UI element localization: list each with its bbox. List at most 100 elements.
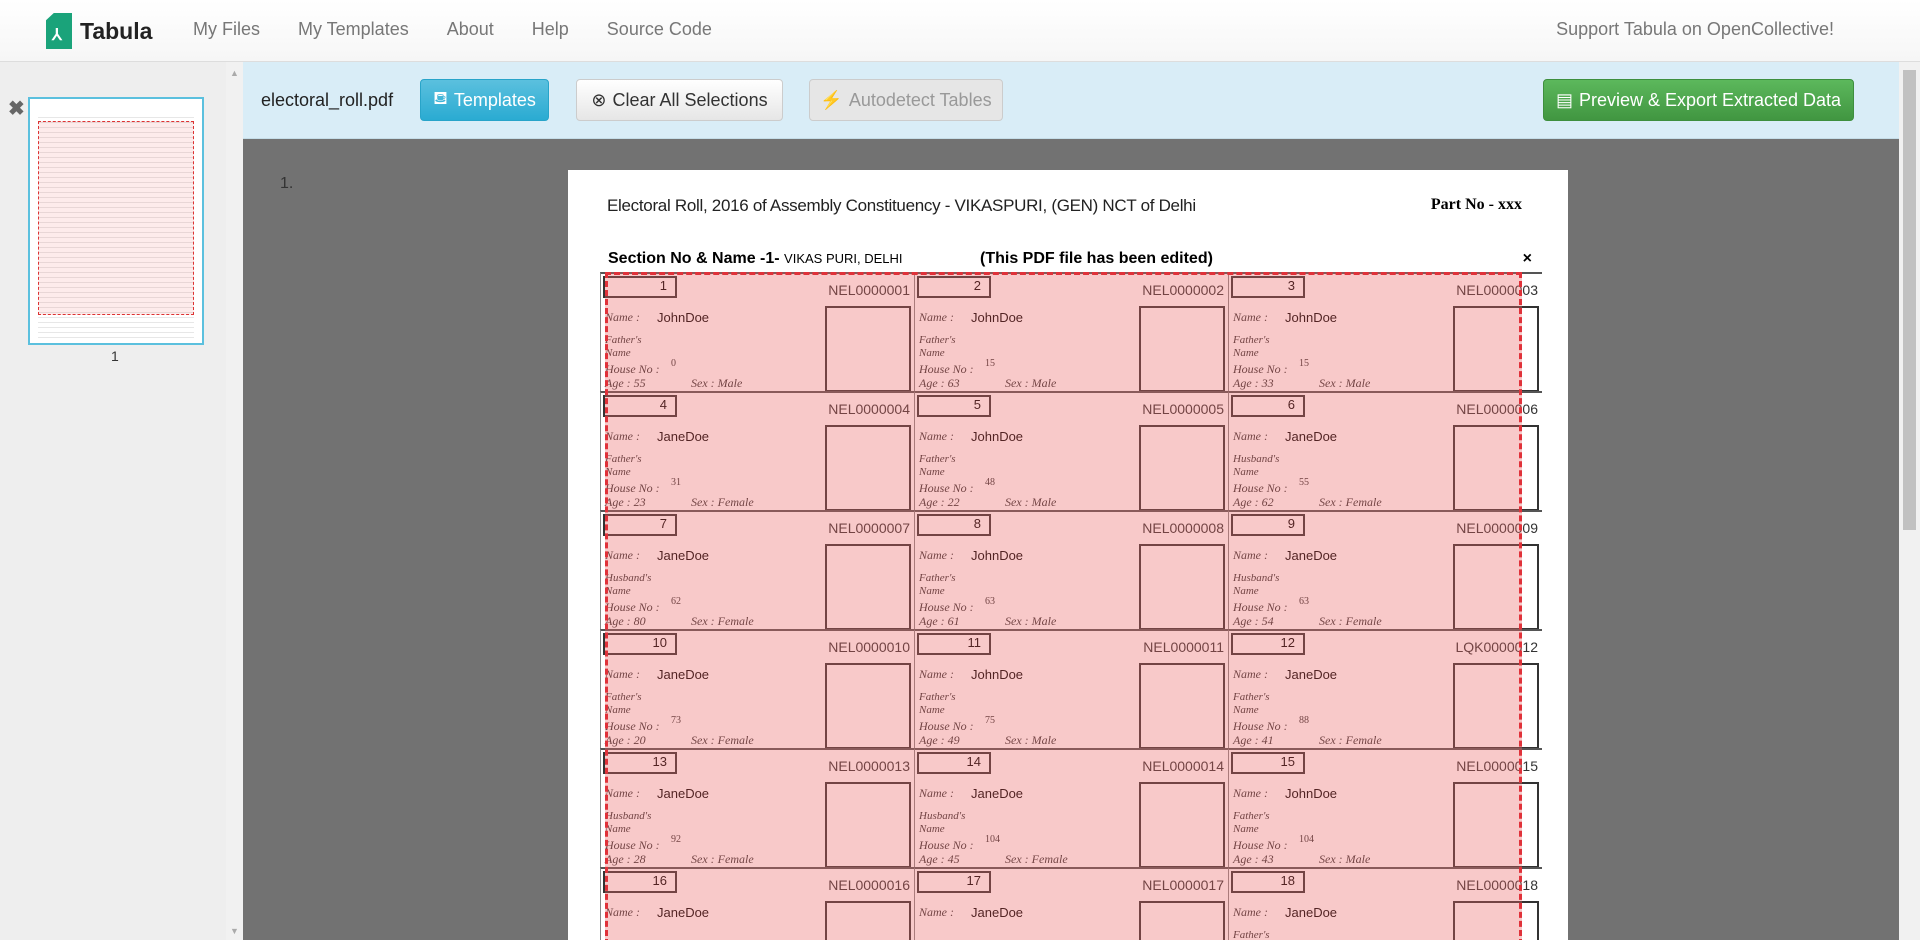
voter-name: JohnDoe [971,548,1024,563]
page-close-mark: × [1522,250,1532,267]
table-selection[interactable] [605,272,1522,940]
voter-card: 10 NEL0000010 Name : JaneDoe Father's Nam… [600,629,914,749]
voter-name: JaneDoe [657,667,710,682]
brand-name: Tabula [80,17,153,44]
clear-all-selections-button[interactable]: ⊗ Clear All Selections [576,79,783,121]
preview-export-button[interactable]: ▤ Preview & Export Extracted Data [1543,79,1854,121]
voter-id: NEL0000001 [828,282,910,298]
voter-name: JaneDoe [1285,667,1338,682]
name-label: Name : [1233,548,1268,562]
serial-number: 12 [1231,633,1305,655]
navbar: ⅄ Tabula My Files My Templates About Help… [0,0,1920,62]
voter-card: 13 NEL0000013 Name : JaneDoe Husband's Na… [600,748,914,868]
serial-number: 13 [603,752,677,774]
voter-name: JaneDoe [657,548,710,563]
page-number: 1. [280,175,294,192]
nav-my-files[interactable]: My Files [193,19,260,39]
remove-page-icon[interactable]: ✖ [8,98,25,120]
part-number: Part No - xxx [1430,196,1522,213]
thumbnail-selection [38,121,194,315]
relation-name-label: Name [1233,466,1259,478]
nav-about[interactable]: About [446,19,494,39]
relation-name-label: Name [1233,704,1259,716]
house-number: 31 [671,477,681,488]
serial-number: 18 [1231,871,1305,893]
sex-label: Sex : Male [1005,376,1057,390]
age-label: Age : 49 [919,733,960,747]
pdf-page[interactable]: Electoral Roll, 2016 of Assembly Constit… [568,170,1568,940]
voter-id: NEL0000007 [828,520,910,536]
voter-card: 15 NEL0000015 Name : JohnDoe Father's Nam… [1228,748,1542,868]
voter-name: JohnDoe [971,429,1024,444]
thumbnail-page-number: 1 [111,348,119,364]
name-label: Name : [1233,667,1268,681]
house-number: 63 [1299,596,1309,607]
age-label: Age : 23 [605,495,646,509]
voter-card: 8 NEL0000008 Name : JohnDoe Father's Name… [914,510,1228,630]
relation-label: Father's [605,453,642,465]
sex-label: Sex : Male [691,376,743,390]
sex-label: Sex : Female [1319,733,1382,747]
house-label: House No : [919,362,974,376]
voter-name: JohnDoe [1285,786,1338,801]
page-scrollbar[interactable] [1899,62,1920,940]
relation-label: Father's [919,572,956,584]
page-thumbnail[interactable] [28,97,204,345]
relation-label: Husband's [605,572,652,584]
name-label: Name : [919,548,954,562]
serial-number: 16 [603,871,677,893]
flash-icon: ⚡ [820,89,843,110]
relation-label: Father's [1233,929,1270,940]
name-label: Name : [1233,429,1268,443]
house-number: 15 [985,358,995,369]
serial-number: 15 [1231,752,1305,774]
nav-support-link[interactable]: Support Tabula on OpenCollective! [1556,19,1834,39]
nav-my-templates[interactable]: My Templates [298,19,409,39]
templates-button[interactable]: ⛾ Templates [420,79,549,121]
house-number: 75 [985,715,995,726]
relation-label: Father's [1233,334,1270,346]
relation-name-label: Name [1233,585,1259,597]
relation-label: Father's [1233,691,1270,703]
sex-label: Sex : Male [1005,495,1057,509]
age-label: Age : 28 [605,852,646,866]
voter-card: 4 NEL0000004 Name : JaneDoe Father's Name… [600,391,914,511]
relation-label: Father's [605,334,642,346]
autodetect-tables-button[interactable]: ⚡ Autodetect Tables [809,79,1003,121]
sex-label: Sex : Female [691,614,754,628]
house-label: House No : [1233,600,1288,614]
name-label: Name : [605,786,640,800]
serial-number: 8 [917,514,991,536]
tabula-logo-icon: ⅄ [46,13,72,49]
house-label: House No : [919,481,974,495]
templates-icon: ⛾ [433,88,448,108]
sex-label: Sex : Female [1319,495,1382,509]
age-label: Age : 43 [1233,852,1274,866]
house-label: House No : [1233,481,1288,495]
serial-number: 6 [1231,395,1305,417]
name-label: Name : [605,667,640,681]
nav-source-code[interactable]: Source Code [606,19,712,39]
house-label: House No : [605,481,660,495]
relation-name-label: Name [605,823,631,835]
voter-card: 7 NEL0000007 Name : JaneDoe Husband's Nam… [600,510,914,630]
nav-help[interactable]: Help [531,19,569,39]
sex-label: Sex : Male [1005,733,1057,747]
sex-label: Sex : Female [691,733,754,747]
relation-label: Father's [919,453,956,465]
edited-note: (This PDF file has been edited) [980,250,1213,267]
relation-label: Husband's [919,810,966,822]
sidebar-scrollbar[interactable]: ▲ ▼ [226,62,243,940]
house-number: 15 [1299,358,1309,369]
brand-link[interactable]: ⅄ Tabula [46,13,152,49]
serial-number: 17 [917,871,991,893]
name-label: Name : [919,786,954,800]
relation-name-label: Name [919,347,945,359]
house-number: 88 [1299,715,1309,726]
serial-number: 14 [917,752,991,774]
relation-name-label: Name [919,704,945,716]
age-label: Age : 45 [919,852,960,866]
voter-id: NEL0000016 [828,877,910,893]
house-number: 104 [1299,834,1314,845]
house-label: House No : [919,838,974,852]
